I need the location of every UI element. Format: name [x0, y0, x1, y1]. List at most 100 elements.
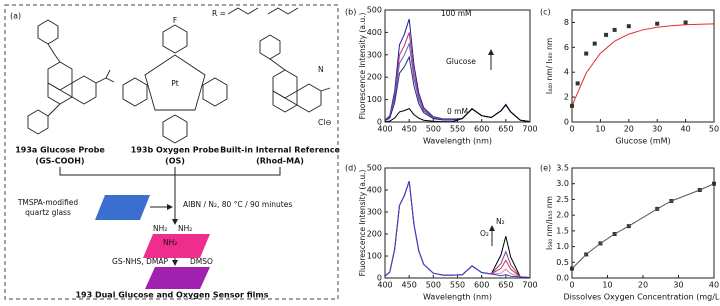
x-tick-label: 450 [402, 125, 417, 134]
y-axis-label: Fluorescence Intensity (a.u.) [358, 170, 367, 277]
data-point [592, 41, 597, 46]
x-tick-label: 50 [709, 125, 719, 134]
sensor-film [145, 267, 210, 289]
y-tick-label: 0 [377, 274, 382, 283]
data-point [683, 20, 688, 25]
y-tick-label: 300 [367, 50, 382, 59]
chart: (d) 400 450 500 550 600 650 700 0 100 200 300 400 500… [345, 164, 538, 302]
scheme-frame [4, 4, 339, 300]
x-tick-label: 600 [474, 281, 489, 290]
annotation: 100 mM [441, 9, 471, 18]
y-tick-label: 0 [564, 118, 569, 127]
chart: (b) 400 450 500 550 600 650 700 0 100 200 300 400 500… [345, 6, 538, 146]
probe-code: (Rhod-MA) [256, 157, 304, 166]
panel-label: (b) [345, 8, 356, 17]
y-tick-label: 500 [367, 164, 382, 173]
data-line [384, 181, 531, 279]
y-tick-label: 0 [377, 118, 382, 127]
y-axis-label: Fluorescence Intensity (a.u.) [358, 13, 367, 120]
y-tick-label: 2.0 [556, 211, 569, 220]
panel-label: (e) [540, 164, 551, 173]
product-label: 193 Dual Glucose and Oxygen Sensor films [75, 291, 268, 300]
step-label: AIBN / N₂, 80 °C / 90 minutes [183, 200, 292, 209]
x-tick-label: 0 [569, 281, 574, 290]
data-line [384, 181, 531, 279]
plot-frame [571, 9, 715, 123]
y-tick-label: 1.0 [556, 242, 569, 251]
data-line [571, 183, 715, 269]
chart: (c) 0 10 20 30 40 50 0 2 4 6 8 Glucose (mM) I₄₄₀ nm/ … [540, 8, 719, 146]
amine-label: NH₂ [163, 238, 177, 247]
annotation: N₂ [496, 217, 505, 226]
atom-label: F [173, 16, 177, 25]
x-tick-label: 550 [450, 125, 465, 134]
data-point [604, 32, 609, 37]
bracket [59, 167, 281, 176]
x-tick-label: 700 [522, 281, 537, 290]
x-tick-label: 40 [681, 125, 691, 134]
y-tick-label: 400 [367, 186, 382, 195]
x-tick-label: 700 [522, 125, 537, 134]
data-line [384, 181, 531, 279]
plot-frame [571, 167, 715, 279]
y-tick-label: 3.0 [556, 179, 569, 188]
x-tick-label: 650 [498, 125, 513, 134]
y-tick-label: 3.5 [556, 164, 569, 173]
x-axis-label: Dissolves Oxygen Concentration (mg/L) [564, 293, 720, 302]
data-line [384, 181, 531, 279]
probe-code: (OS) [165, 157, 185, 166]
y-tick-label: 1.5 [556, 226, 569, 235]
amine-label: NH₂ [178, 224, 192, 233]
y-tick-label: 0.5 [556, 258, 569, 267]
y-axis-label: I₅₈₀ nm/I₆₅₀ nm [545, 196, 554, 250]
y-tick-label: 2 [564, 93, 569, 102]
plot-frame [384, 167, 531, 279]
annotation: 0 mM [447, 107, 468, 116]
annotation: Glucose [446, 57, 476, 66]
substrate-label: quartz glass [25, 208, 71, 217]
data-point [655, 21, 660, 26]
x-tick-label: 20 [624, 125, 634, 134]
data-point [612, 27, 617, 32]
y-tick-label: 2.5 [556, 195, 569, 204]
quartz-glass [95, 195, 150, 220]
y-tick-label: 400 [367, 28, 382, 37]
x-tick-label: 650 [498, 281, 513, 290]
x-tick-label: 400 [377, 281, 392, 290]
data-point [584, 51, 589, 56]
probe-name: Built-in Internal Reference [220, 146, 340, 155]
y-tick-label: 4 [564, 68, 569, 77]
y-tick-label: 100 [367, 252, 382, 261]
x-tick-label: 600 [474, 125, 489, 134]
x-axis-label: Glucose (mM) [615, 137, 670, 146]
y-tick-label: 300 [367, 208, 382, 217]
x-tick-label: 30 [673, 281, 683, 290]
data-line [571, 23, 715, 106]
step-label: DMSO [190, 257, 213, 266]
chart: (e) 0 10 20 30 40 0.0 0.5 1.0 1.5 2.0 2.5 3.0 3.5 Diss… [540, 164, 720, 302]
data-line [384, 181, 531, 279]
x-tick-label: 500 [426, 281, 441, 290]
y-axis-label: I₄₄₀ nm/ I₅₈₀ nm [545, 38, 554, 94]
probe-code: (GS-COOH) [35, 157, 84, 166]
oxygen-probe-structure [122, 24, 228, 144]
substrate-label: TMSPA-modified [17, 198, 79, 207]
y-tick-label: 8 [564, 18, 569, 27]
x-tick-label: 550 [450, 281, 465, 290]
panel-label: (a) [10, 12, 21, 21]
atom-label: Cl⊖ [318, 118, 332, 127]
scheme: (a) Pt F R = N Cl⊖ 193a Glucose Probe (G… [4, 4, 341, 300]
atom-label: Pt [171, 79, 179, 88]
x-tick-label: 40 [709, 281, 719, 290]
amine-label: NH₂ [153, 224, 167, 233]
x-tick-label: 500 [426, 125, 441, 134]
x-tick-label: 30 [652, 125, 662, 134]
panel-label: (c) [540, 8, 551, 17]
x-tick-label: 400 [377, 125, 392, 134]
data-point [626, 24, 631, 29]
probe-name: 193a Glucose Probe [15, 146, 105, 155]
annotation: O₂ [480, 229, 489, 238]
r-group [227, 7, 299, 15]
